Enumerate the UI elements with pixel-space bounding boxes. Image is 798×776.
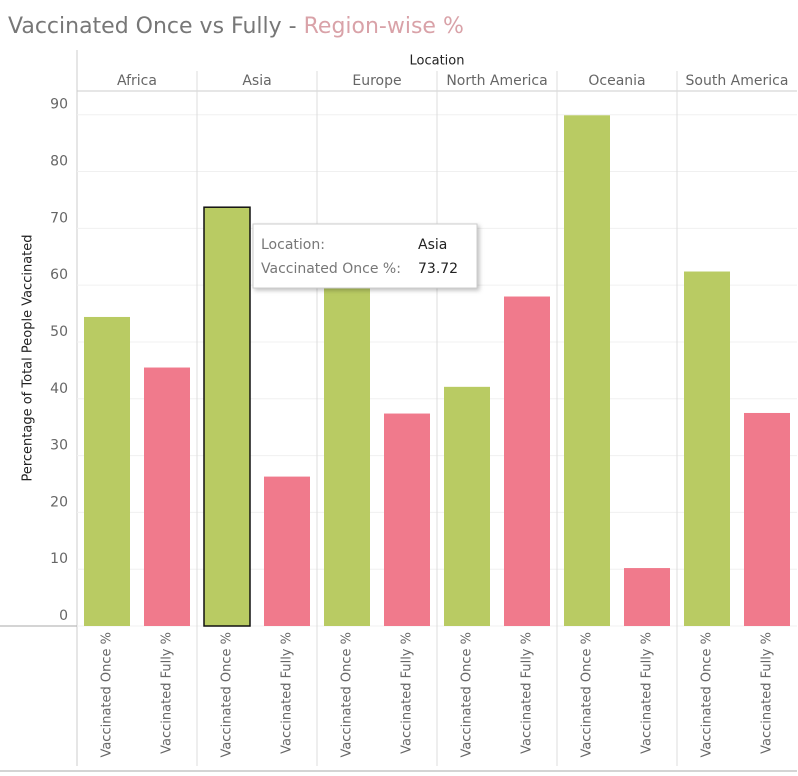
y-tick-label: 0 [59, 608, 68, 624]
title-main: Vaccinated Once vs Fully - [8, 14, 297, 39]
bar [84, 316, 130, 626]
y-tick-label: 30 [50, 438, 68, 454]
x-tick-label: Vaccinated Fully % [280, 632, 295, 754]
x-tick-label: Vaccinated Once % [340, 632, 355, 758]
x-tick-label: Vaccinated Fully % [520, 632, 535, 754]
title-highlight: Region-wise % [304, 14, 464, 39]
tooltip-value: Asia [418, 237, 447, 253]
y-tick-label: 20 [50, 494, 68, 510]
y-tick-label: 50 [50, 324, 68, 340]
bar [564, 115, 610, 626]
bar [504, 296, 550, 626]
bar [264, 476, 310, 626]
x-tick-label: Vaccinated Once % [220, 632, 235, 758]
column-label: Oceania [588, 73, 645, 89]
bar [744, 412, 790, 626]
y-axis-label: Percentage of Total People Vaccinated [21, 234, 36, 481]
column-label: South America [686, 73, 789, 89]
column-label: Africa [117, 73, 157, 89]
tooltip-box [252, 223, 478, 289]
bar [324, 287, 370, 626]
y-tick-label: 80 [50, 154, 68, 170]
column-label: Asia [242, 73, 271, 89]
bar [624, 568, 670, 626]
y-tick-label: 70 [50, 210, 68, 226]
x-tick-label: Vaccinated Fully % [640, 632, 655, 754]
y-tick-label: 10 [50, 551, 68, 567]
bar [444, 386, 490, 626]
x-tick-label: Vaccinated Fully % [400, 632, 415, 754]
x-tick-label: Vaccinated Once % [100, 632, 115, 758]
chart-title: Vaccinated Once vs Fully - Region-wise % [8, 14, 464, 39]
plot: 0 10 20 30 40 50 60 70 80 90 Africa Vaccinated Once… [0, 50, 797, 772]
x-tick-label: Vaccinated Fully % [760, 632, 775, 754]
tooltip-label: Vaccinated Once %: [261, 261, 401, 277]
x-tick-label: Vaccinated Once % [580, 632, 595, 758]
tooltip-value: 73.72 [418, 261, 458, 277]
column-header: Location [410, 54, 465, 69]
column-label: North America [446, 73, 547, 89]
bar [144, 367, 190, 626]
bar [384, 413, 430, 626]
y-tick-label: 40 [50, 381, 68, 397]
x-tick-label: Vaccinated Once % [460, 632, 475, 758]
bar [203, 206, 251, 627]
tooltip: Location: Asia Vaccinated Once %: 73.72 [252, 223, 478, 289]
x-tick-label: Vaccinated Once % [700, 632, 715, 758]
x-tick-label: Vaccinated Fully % [160, 632, 175, 754]
column-label: Europe [352, 73, 401, 89]
y-tick-label: 90 [50, 97, 68, 113]
tooltip-label: Location: [261, 237, 325, 253]
y-tick-label: 60 [50, 267, 68, 283]
bar [684, 271, 730, 626]
